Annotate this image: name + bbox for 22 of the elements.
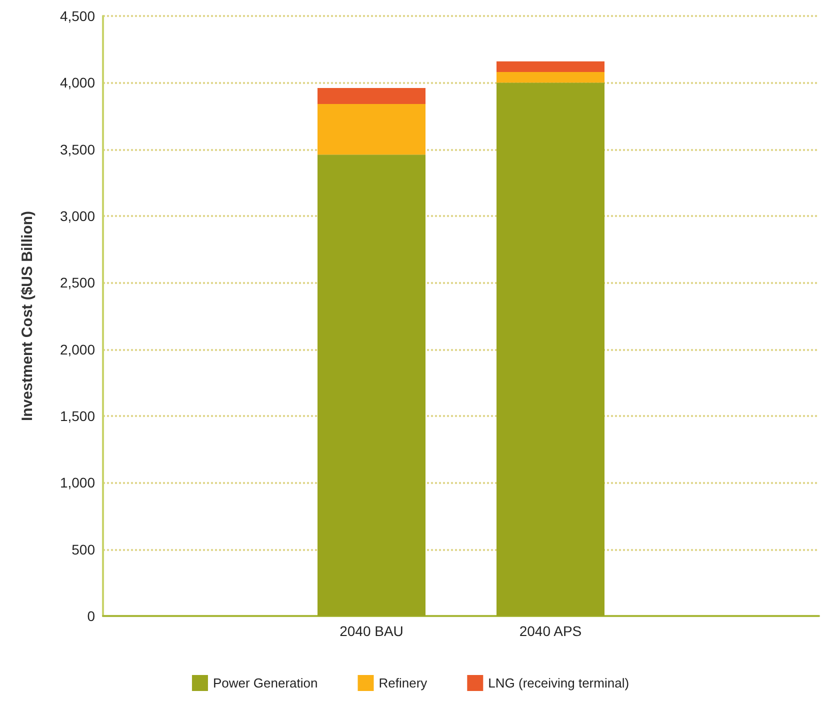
y-tick-label: 0 <box>87 608 96 624</box>
y-tick-label: 3,000 <box>60 208 96 224</box>
legend-label: Power Generation <box>212 676 318 690</box>
legend-label: LNG (receiving terminal) <box>488 676 630 690</box>
y-tick-label: 4,000 <box>60 74 96 91</box>
bar <box>496 61 604 72</box>
bar <box>496 82 604 616</box>
bar <box>318 154 426 616</box>
y-tick-label: 1,500 <box>60 408 96 424</box>
bar <box>318 104 426 155</box>
bar <box>496 72 604 83</box>
y-tick-label: 2,000 <box>60 341 96 358</box>
y-tick-label: 1,000 <box>60 474 96 491</box>
y-tick-label: 3,500 <box>60 141 96 158</box>
y-tick-label: 500 <box>72 541 96 558</box>
x-tick-label: 2040 APS <box>519 623 582 639</box>
y-axis-title: Investment Cost ($US Billion) <box>19 210 36 422</box>
y-tick-label: 2,500 <box>60 274 96 291</box>
y-tick-label: 4,500 <box>60 8 96 24</box>
bar <box>318 88 426 104</box>
x-tick-label: 2040 BAU <box>340 623 404 639</box>
legend-label: Refinery <box>378 676 428 690</box>
